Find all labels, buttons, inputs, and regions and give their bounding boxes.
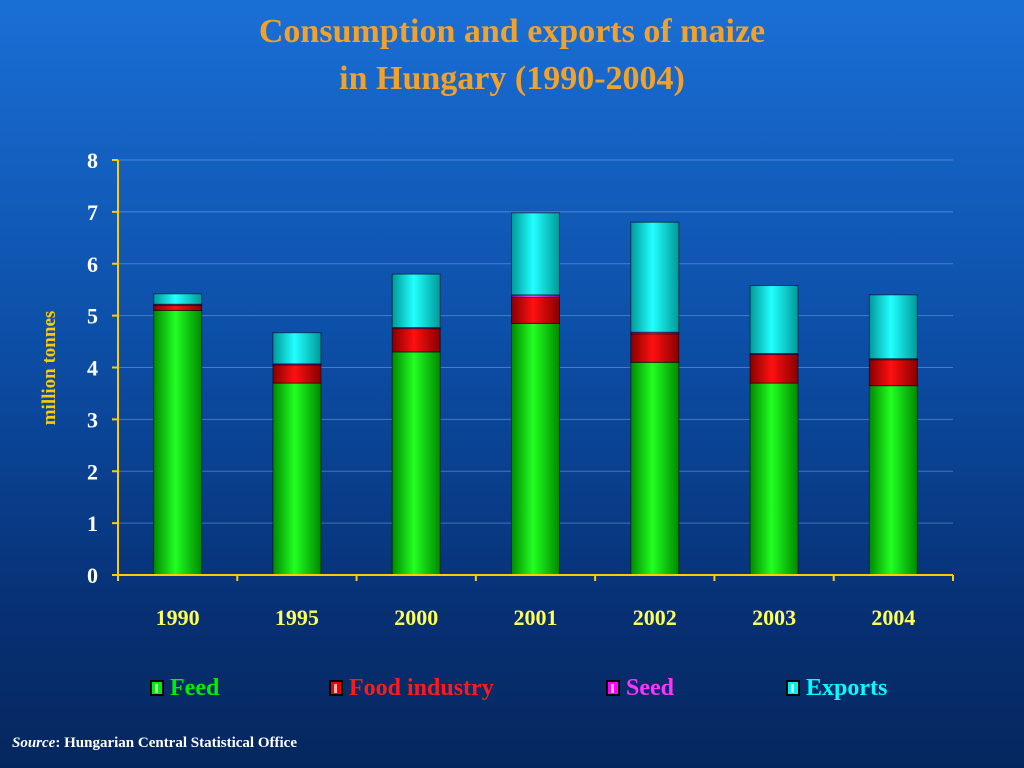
legend-label-exports: Exports <box>806 674 888 701</box>
chart-title-line1: Consumption and exports of maize <box>258 13 766 50</box>
legend-item-seed: Seed <box>606 673 674 703</box>
legend-swatch-food-industry <box>329 680 343 696</box>
y-tick-label: 3 <box>87 407 98 432</box>
source-note: Source: Hungarian Central Statistical Of… <box>12 735 297 752</box>
bar-exports-1995 <box>272 332 322 365</box>
bar-exports-2001 <box>511 212 560 296</box>
legend-swatch-exports <box>786 680 800 696</box>
bar-feed-2004 <box>868 385 918 576</box>
bar-food-industry-2000 <box>391 328 441 353</box>
y-tick-label: 8 <box>87 148 98 173</box>
bar-exports-2003 <box>749 285 799 354</box>
bar-exports-1990 <box>153 293 203 305</box>
source-text: : Hungarian Central Statistical Office <box>55 735 297 751</box>
bar-feed-2000 <box>391 351 441 576</box>
bar-feed-1990 <box>153 309 203 576</box>
x-tick-label-2003: 2003 <box>752 605 796 630</box>
legend-label-food-industry: Food industry <box>349 674 494 701</box>
x-tick-label-1990: 1990 <box>156 605 200 630</box>
legend-swatch-seed <box>606 680 620 696</box>
legend-label-feed: Feed <box>170 674 220 701</box>
x-tick-label-2001: 2001 <box>514 605 558 630</box>
chart-title-line2: in Hungary (1990-2004) <box>339 60 685 97</box>
y-tick-label: 7 <box>87 200 98 225</box>
bar-exports-2002 <box>630 221 680 333</box>
bar-stacks <box>153 212 918 576</box>
legend-item-feed: Feed <box>150 673 219 703</box>
source-label: Source <box>12 735 56 751</box>
legend-item-exports: Exports <box>786 673 887 703</box>
x-tick-label-2000: 2000 <box>394 605 438 630</box>
tick-labels: 0 1 2 3 4 5 6 7 8 1990 1995 2000 2001 2002 2003 2004 <box>87 148 915 630</box>
bar-exports-2000 <box>391 273 441 329</box>
y-tick-label: 0 <box>87 563 98 588</box>
bar-food-industry-2001 <box>511 296 560 324</box>
bar-food-industry-1995 <box>272 364 322 384</box>
y-tick-label: 4 <box>87 356 98 381</box>
legend-item-food-industry: Food industry <box>329 673 494 703</box>
bar-feed-2003 <box>749 382 799 576</box>
bar-food-industry-2002 <box>630 333 680 363</box>
bar-feed-2002 <box>630 361 680 576</box>
axes <box>112 159 954 581</box>
y-tick-label: 6 <box>87 252 98 277</box>
x-tick-label-2004: 2004 <box>871 605 915 630</box>
bar-feed-1995 <box>272 382 322 576</box>
bar-food-industry-2003 <box>749 354 799 384</box>
y-tick-label: 5 <box>87 304 98 329</box>
bar-food-industry-2004 <box>868 359 918 387</box>
bar-exports-2004 <box>868 294 918 360</box>
x-tick-label-2002: 2002 <box>633 605 677 630</box>
y-tick-label: 1 <box>87 511 98 536</box>
x-tick-label-1995: 1995 <box>275 605 319 630</box>
legend-label-seed: Seed <box>626 674 674 701</box>
bar-feed-2001 <box>511 322 560 576</box>
y-axis-label: million tonnes <box>39 311 60 426</box>
bar-food-industry-1990 <box>153 304 203 311</box>
legend-swatch-feed <box>150 680 164 696</box>
y-tick-label: 2 <box>87 459 98 484</box>
